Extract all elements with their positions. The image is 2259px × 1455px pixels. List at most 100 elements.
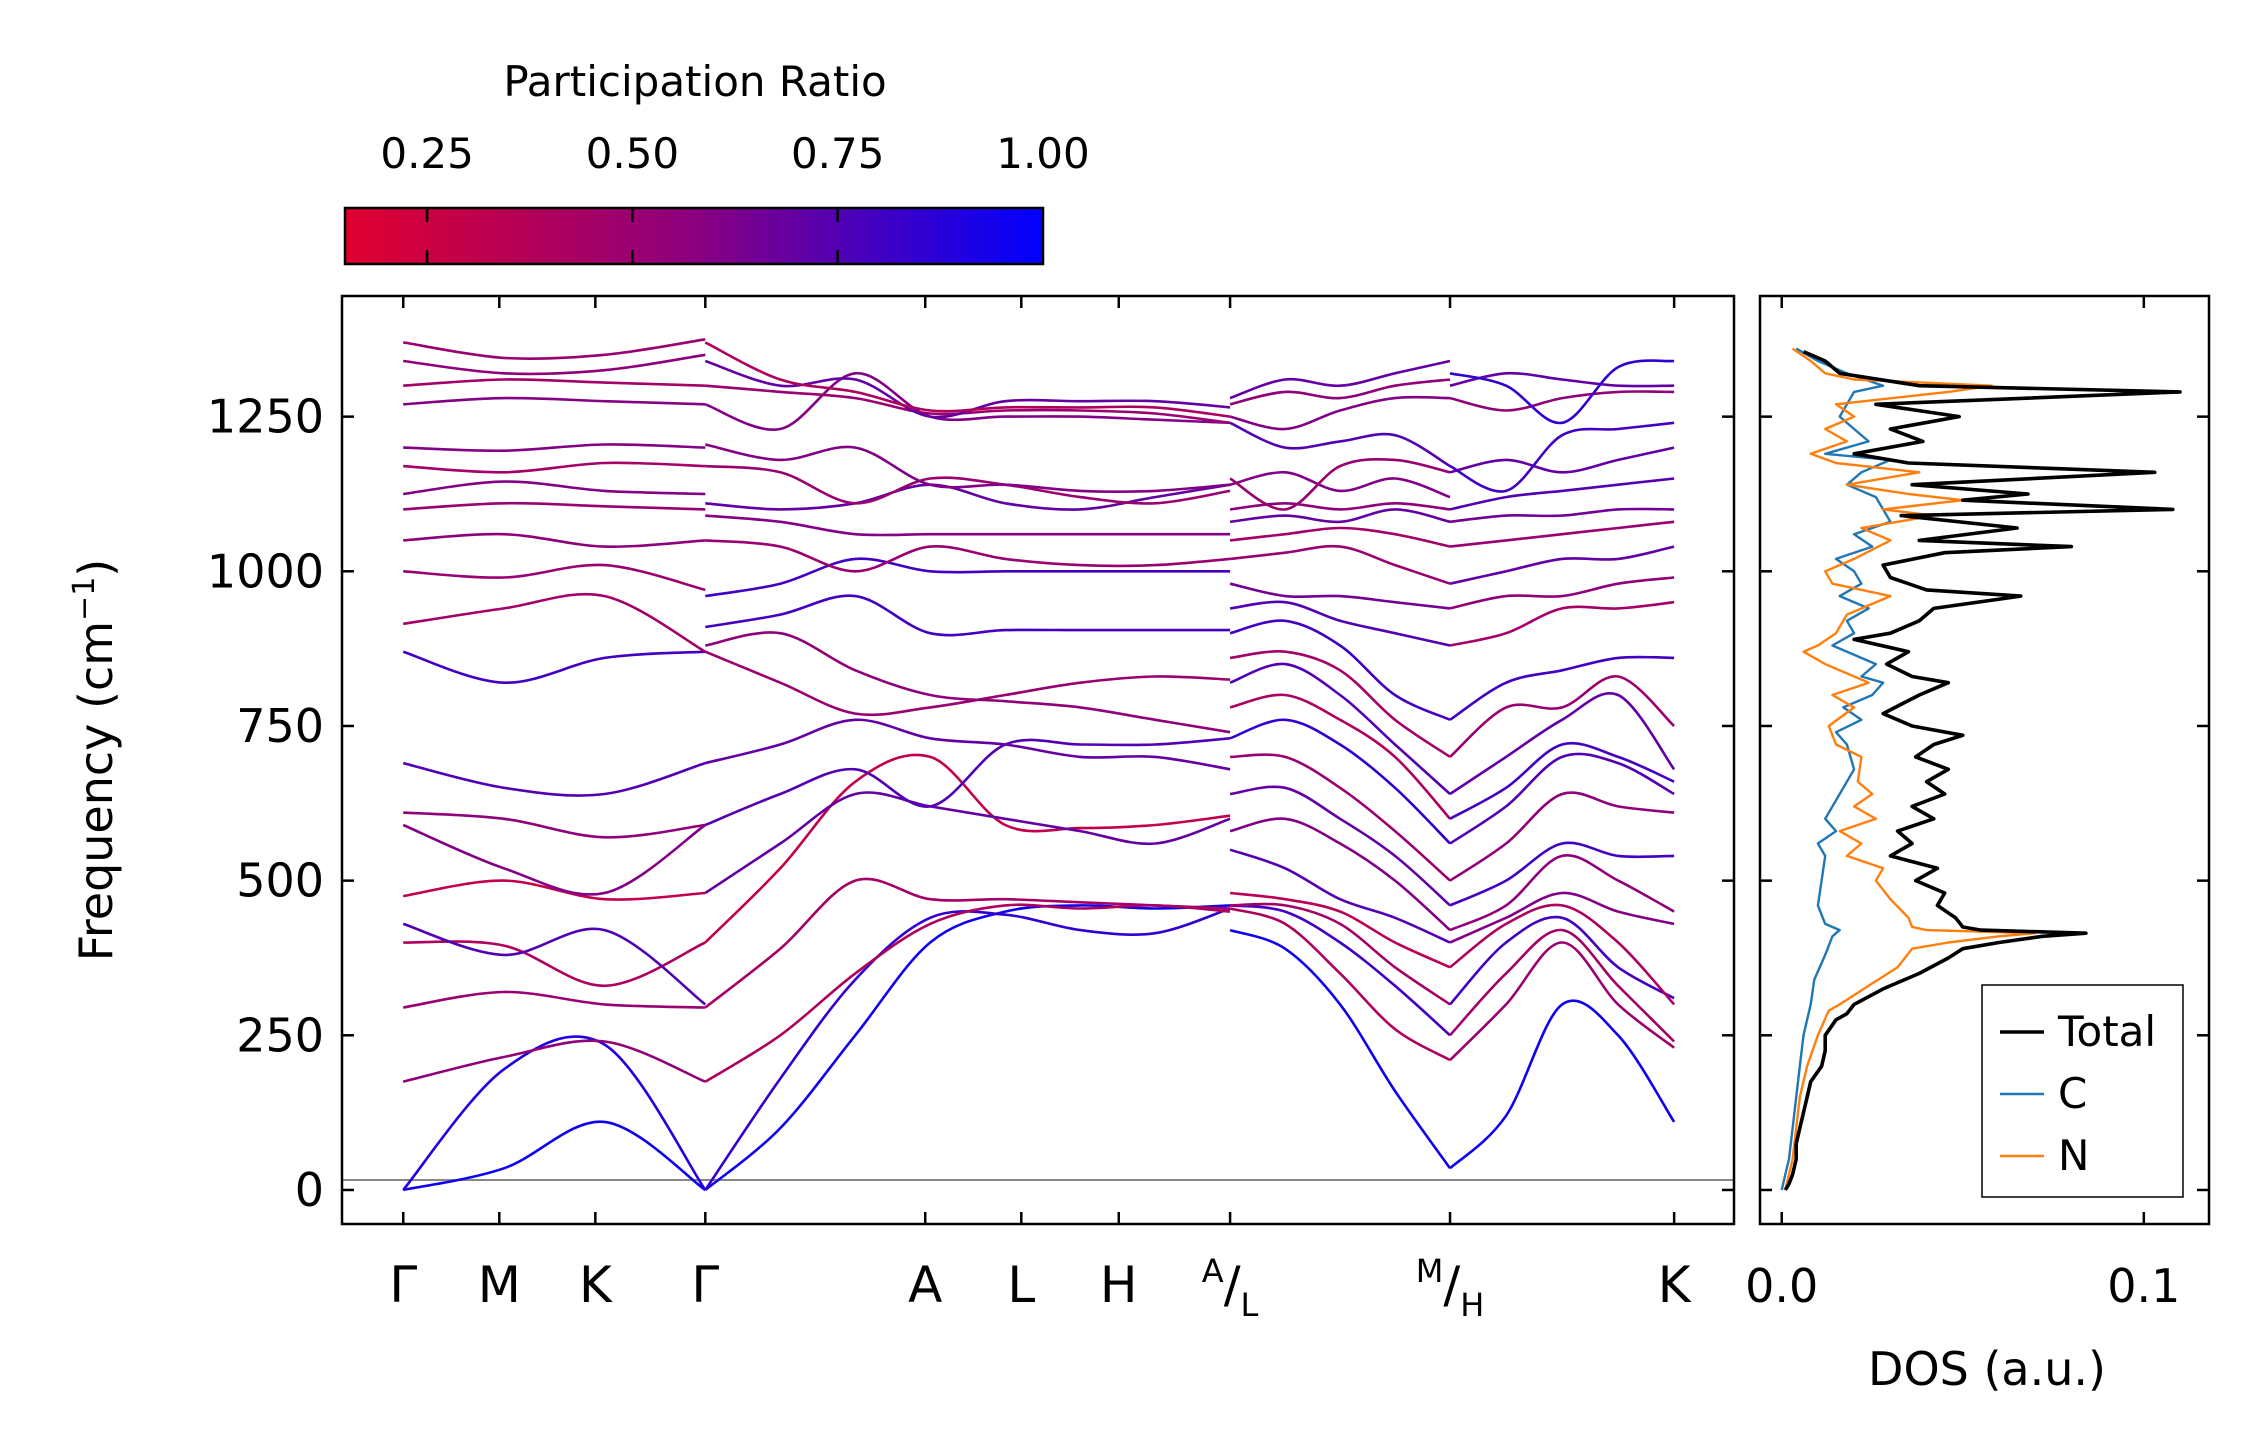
band-seg2-18 [705, 384, 1231, 425]
kpoint-label-upper: M [1416, 1252, 1444, 1290]
band-seg3-3 [1230, 902, 1451, 1006]
band-seg3-1 [1229, 907, 1451, 1062]
band-seg4-4 [1449, 903, 1676, 1006]
colorbar-tick-label-0: 0.25 [380, 129, 474, 178]
band-seg3-5 [1229, 848, 1451, 944]
colorbar-gradient [343, 206, 1045, 266]
dos-series-n [1784, 347, 2037, 1191]
band-seg4-0 [1449, 999, 1676, 1170]
kpoint-label-upper: A [1202, 1252, 1224, 1290]
band-seg4-20 [1449, 446, 1675, 474]
band-seg1-5 [402, 922, 707, 1006]
legend-label-n: N [2058, 1131, 2089, 1180]
ytick-label-4: 1000 [207, 544, 324, 598]
colorbar-title: Participation Ratio [503, 57, 886, 106]
band-seg1-18 [403, 396, 706, 406]
band-seg2-10 [705, 594, 1231, 637]
band-seg4-18 [1449, 507, 1675, 524]
band-seg1-0 [402, 1120, 707, 1192]
colorbar: Participation Ratio 0.25 0.50 0.75 1.00 [343, 57, 1090, 266]
band-seg1-7 [402, 823, 707, 896]
band-seg4-19 [1449, 477, 1675, 511]
dos-panel: 0.0 0.1 DOS (a.u.) Total CN [1745, 294, 2211, 1396]
band-seg3-20 [1229, 470, 1451, 499]
band-seg1-17 [403, 443, 706, 453]
kpoint-label-lower: H [1460, 1286, 1484, 1324]
phonon-bands [402, 338, 1676, 1192]
band-seg2-9 [705, 631, 1231, 734]
band-seg3-22 [1229, 421, 1451, 468]
kpoint-label-6: H [1100, 1256, 1138, 1314]
band-seg4-22 [1449, 390, 1675, 412]
kpoint-label-lower: L [1241, 1286, 1259, 1324]
dos-series-c [1780, 347, 1892, 1191]
band-seg3-10 [1229, 693, 1451, 820]
band-seg3-7 [1229, 785, 1451, 907]
kpoint-label-4: A [908, 1256, 942, 1314]
band-seg3-25 [1229, 359, 1451, 400]
colorbar-ticks: 0.25 0.50 0.75 1.00 [380, 129, 1090, 264]
band-seg2-17 [704, 371, 1231, 431]
band-seg2-5 [704, 791, 1231, 895]
band-seg1-15 [403, 480, 706, 496]
band-seg1-1 [402, 1035, 707, 1191]
band-seg4-7 [1449, 841, 1675, 907]
band-plot-frame [340, 294, 1736, 1226]
band-seg1-8 [403, 811, 706, 839]
band-seg3-17 [1229, 526, 1451, 548]
legend-label-total: Total [2057, 1007, 2156, 1056]
band-seg1-19 [403, 378, 706, 387]
band-seg4-13 [1449, 655, 1675, 721]
band-seg4-14 [1449, 600, 1675, 647]
band-seg3-21 [1229, 457, 1451, 511]
band-seg1-16 [403, 461, 706, 474]
band-seg4-24 [1449, 359, 1675, 425]
band-seg2-11 [705, 557, 1231, 598]
dos-xtick-label-1: 0.1 [2107, 1259, 2180, 1313]
band-seg3-14 [1229, 600, 1451, 647]
band-seg3-23 [1229, 395, 1451, 431]
kpoint-label-9: K [1658, 1256, 1692, 1314]
band-seg1-21 [403, 338, 706, 361]
band-seg4-11 [1449, 692, 1676, 796]
dos-series-total [1783, 350, 2182, 1191]
band-seg3-24 [1229, 378, 1451, 406]
band-seg3-2 [1229, 904, 1451, 1037]
band-seg4-5 [1449, 891, 1675, 944]
kpoint-label-1: M [478, 1256, 521, 1314]
band-seg1-6 [403, 879, 706, 901]
band-seg4-12 [1449, 675, 1675, 758]
band-seg4-17 [1449, 520, 1675, 548]
band-seg4-9 [1449, 752, 1675, 845]
band-seg4-3 [1449, 915, 1675, 1006]
dos-xtick-label-0: 0.0 [1745, 1259, 1818, 1313]
legend-label-c: C [2058, 1069, 2087, 1118]
band-seg3-16 [1229, 544, 1451, 585]
band-seg2-1 [704, 907, 1231, 1191]
band-seg3-11 [1229, 662, 1451, 795]
band-seg2-4 [704, 753, 1231, 944]
dos-legend: Total CN [1981, 984, 2184, 1198]
dos-axis-label: DOS (a.u.) [1868, 1342, 2106, 1396]
band-seg4-15 [1449, 576, 1675, 610]
band-seg4-2 [1449, 928, 1676, 1043]
band-seg2-3 [704, 877, 1231, 1009]
band-seg1-3 [403, 990, 706, 1009]
band-seg4-16 [1449, 545, 1675, 585]
dos-plot-frame [1758, 294, 2211, 1226]
ytick-label-3: 750 [236, 699, 324, 753]
band-seg3-13 [1229, 619, 1451, 721]
band-seg2-8 [704, 650, 1231, 717]
band-seg3-9 [1229, 718, 1451, 845]
band-seg2-6 [704, 737, 1231, 827]
legend-frame [1981, 984, 2184, 1198]
band-seg1-14 [403, 501, 706, 511]
band-seg1-10 [402, 650, 706, 685]
band-seg4-10 [1449, 742, 1675, 820]
band-seg2-2 [704, 903, 1231, 1083]
band-seg1-13 [403, 532, 706, 549]
band-seg4-6 [1449, 854, 1675, 932]
band-seg1-12 [403, 563, 706, 592]
